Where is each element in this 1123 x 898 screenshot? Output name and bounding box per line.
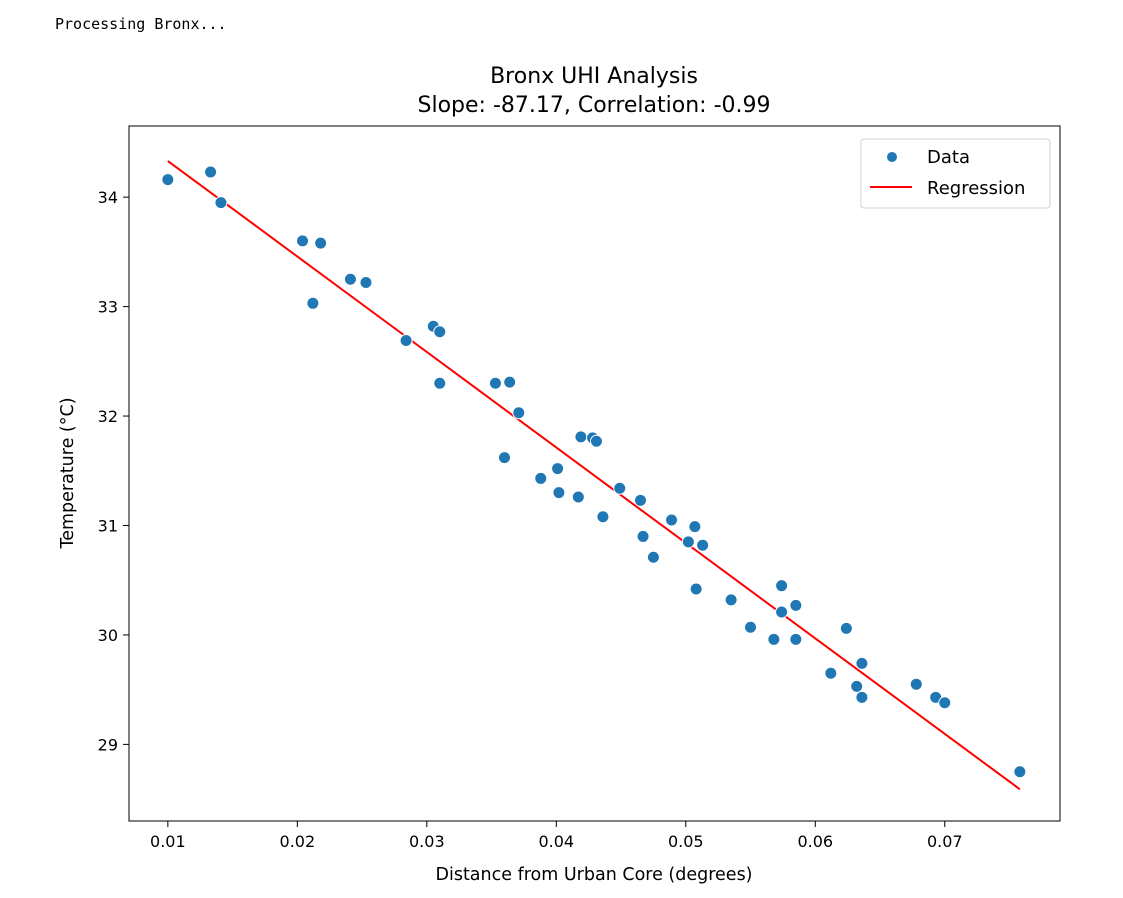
y-tick-label-5: 34: [98, 188, 118, 207]
data-point-47: [938, 696, 952, 710]
data-point-10: [433, 325, 447, 339]
data-point-3: [296, 234, 310, 248]
data-point-39: [789, 632, 803, 646]
data-point-7: [359, 276, 373, 290]
x-axis-ticks: 0.01 0.02 0.03 0.04 0.05 0.06 0.07: [150, 821, 963, 851]
data-point-17: [551, 462, 565, 476]
data-point-28: [665, 513, 679, 527]
data-point-20: [574, 430, 588, 444]
legend-marker-data: [886, 151, 898, 163]
x-tick-label-6: 0.07: [927, 832, 963, 851]
data-point-14: [512, 406, 526, 420]
data-point-12: [488, 376, 502, 390]
data-point-38: [789, 598, 803, 612]
data-point-33: [724, 593, 738, 607]
data-point-22: [589, 434, 603, 448]
data-point-8: [399, 334, 413, 348]
data-point-37: [775, 605, 789, 619]
data-point-16: [534, 471, 548, 485]
y-tick-label-4: 33: [98, 298, 118, 317]
y-tick-label-2: 31: [98, 516, 118, 535]
data-point-23: [596, 510, 610, 524]
data-point-32: [689, 582, 703, 596]
y-tick-label-0: 29: [98, 735, 118, 754]
data-point-41: [839, 621, 853, 635]
data-point-42: [850, 679, 864, 693]
data-point-43: [855, 656, 869, 670]
data-point-44: [855, 690, 869, 704]
x-tick-label-0: 0.01: [150, 832, 186, 851]
data-point-15: [498, 451, 512, 465]
legend-label-data: Data: [927, 147, 970, 168]
x-tick-label-4: 0.05: [668, 832, 704, 851]
x-tick-label-1: 0.02: [280, 832, 316, 851]
regression-layer: [167, 160, 1021, 791]
x-axis-label: Distance from Urban Core (degrees): [435, 865, 752, 885]
data-point-24: [613, 481, 627, 495]
x-tick-label-2: 0.03: [409, 832, 445, 851]
data-point-40: [824, 666, 838, 680]
data-point-13: [503, 375, 517, 389]
data-point-4: [314, 236, 328, 250]
chart-subtitle: Slope: -87.17, Correlation: -0.99: [418, 93, 771, 118]
axes-frame: [128, 125, 1061, 822]
data-point-2: [214, 196, 228, 210]
console-output: Processing Bronx...: [55, 15, 227, 33]
y-tick-label-3: 32: [98, 407, 118, 426]
data-point-1: [204, 165, 218, 179]
regression-line: [167, 160, 1021, 791]
data-point-34: [744, 620, 758, 634]
data-point-25: [633, 493, 647, 507]
data-point-11: [433, 376, 447, 390]
data-point-29: [681, 535, 695, 549]
data-point-0: [161, 173, 175, 187]
y-tick-label-1: 30: [98, 626, 118, 645]
data-point-18: [552, 486, 566, 500]
data-point-27: [646, 550, 660, 564]
y-axis-ticks: 29 30 31 32 33 34: [98, 188, 129, 754]
legend-label-regression: Regression: [927, 178, 1025, 199]
data-point-6: [343, 272, 357, 286]
chart-title: Bronx UHI Analysis: [490, 64, 698, 89]
data-point-26: [636, 529, 650, 543]
legend: Data Regression: [860, 138, 1051, 209]
data-point-45: [909, 677, 923, 691]
x-tick-label-5: 0.06: [797, 832, 833, 851]
data-point-31: [696, 538, 710, 552]
x-tick-label-3: 0.04: [538, 832, 574, 851]
data-point-5: [306, 296, 320, 310]
data-point-19: [571, 490, 585, 504]
data-point-30: [688, 520, 702, 534]
legend-box: [860, 138, 1051, 209]
data-point-35: [767, 632, 781, 646]
data-point-36: [775, 579, 789, 593]
data-points: [161, 165, 1027, 779]
y-axis-label: Temperature (°C): [58, 397, 78, 549]
data-point-48: [1013, 765, 1027, 779]
